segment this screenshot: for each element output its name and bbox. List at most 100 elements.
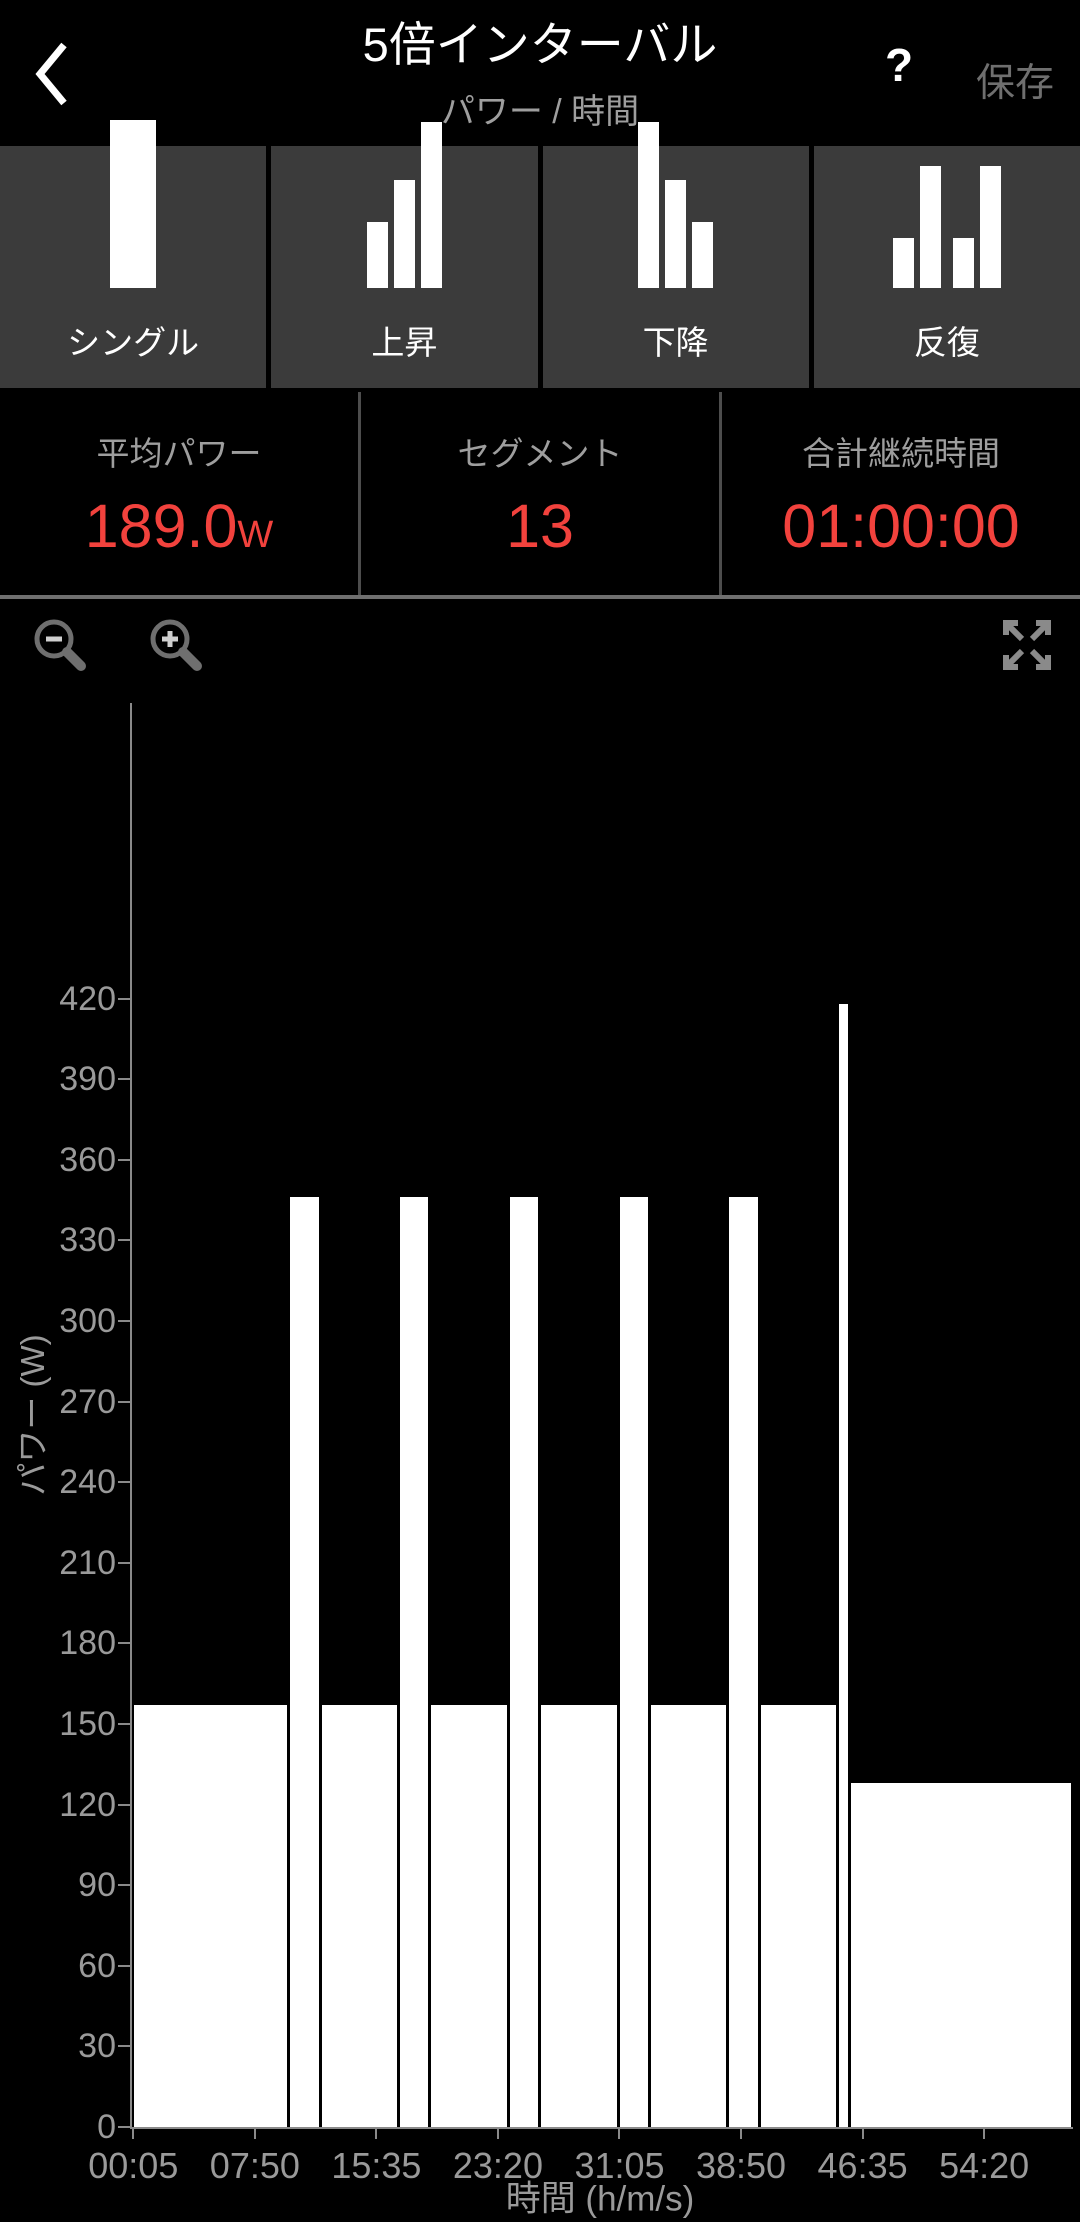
y-tick-label: 300 — [59, 1301, 116, 1340]
y-tick-mark — [118, 1400, 130, 1403]
y-tick-label: 120 — [59, 1785, 116, 1824]
segment-bar-9[interactable] — [651, 1705, 727, 2127]
segment-bar-11[interactable] — [760, 1705, 837, 2127]
segment-type-label: 反復 — [913, 324, 980, 361]
segment-type-label: 下降 — [642, 324, 709, 361]
expand-arrows-icon — [996, 620, 1058, 678]
segment-bar-1[interactable] — [133, 1705, 288, 2127]
y-tick-mark — [118, 1884, 130, 1887]
y-tick-label: 240 — [59, 1463, 116, 1502]
y-tick-label: 390 — [59, 1060, 116, 1099]
x-axis-title: 時間 (h/m/s) — [505, 2179, 695, 2219]
x-tick-label: 07:50 — [209, 2145, 300, 2186]
stat-value: 13 — [506, 491, 574, 560]
stat-label: セグメント — [457, 434, 623, 472]
workout-stats-row: 平均パワー 189.0W セグメント 13 合計継続時間 01:00:00 — [0, 392, 1080, 599]
x-tick-label: 54:20 — [939, 2145, 1030, 2186]
x-tick-label: 31:05 — [574, 2145, 665, 2186]
x-tick-mark — [740, 2129, 743, 2139]
y-tick-mark — [118, 1078, 130, 1081]
y-tick-mark — [118, 1239, 130, 1242]
x-tick-label: 46:35 — [817, 2145, 908, 2186]
save-button[interactable]: 保存 — [975, 62, 1054, 105]
descending-bars-icon — [638, 122, 714, 288]
segment-bar-13[interactable] — [851, 1783, 1072, 2127]
x-tick-label: 00:05 — [88, 2145, 179, 2186]
segment-bar-6[interactable] — [509, 1197, 539, 2127]
x-tick-mark — [618, 2129, 621, 2139]
segment-type-ascending-button[interactable]: 上昇 — [271, 122, 538, 388]
y-tick-label: 360 — [59, 1140, 116, 1179]
segment-bar-7[interactable] — [541, 1705, 617, 2127]
x-tick-label: 15:35 — [331, 2145, 422, 2186]
stat-value: 189.0W — [84, 491, 274, 560]
page-title: 5倍インターバル — [362, 18, 718, 71]
x-tick-mark — [253, 2129, 256, 2139]
y-tick-mark — [118, 1642, 130, 1645]
stat-unit: W — [237, 513, 274, 556]
segment-bar-2[interactable] — [290, 1197, 319, 2127]
y-tick-label: 90 — [78, 1866, 116, 1905]
y-tick-mark — [118, 1803, 130, 1806]
segment-bar-5[interactable] — [431, 1705, 507, 2127]
segment-bar-10[interactable] — [729, 1197, 758, 2127]
stat-average-power: 平均パワー 189.0W — [0, 392, 361, 595]
stat-label: 合計継続時間 — [802, 434, 1000, 472]
y-tick-label: 270 — [59, 1382, 116, 1421]
y-axis-title: パワー (W) — [14, 1334, 51, 1496]
y-tick-mark — [118, 1481, 130, 1484]
magnifier-plus-icon — [146, 619, 206, 680]
x-tick-mark — [375, 2129, 378, 2139]
x-tick-mark — [983, 2129, 986, 2139]
segment-type-descending-button[interactable]: 下降 — [542, 122, 809, 388]
y-tick-label: 150 — [59, 1704, 116, 1743]
y-tick-label: 30 — [78, 2027, 116, 2066]
y-tick-label: 330 — [59, 1221, 116, 1260]
x-tick-mark — [132, 2129, 135, 2139]
y-tick-mark — [118, 997, 130, 1000]
segment-bar-12[interactable] — [839, 1003, 848, 2127]
y-tick-mark — [118, 1722, 130, 1725]
y-tick-mark — [118, 1158, 130, 1161]
zoom-in-button[interactable] — [146, 616, 206, 681]
y-tick-mark — [118, 1319, 130, 1322]
y-tick-mark — [118, 2045, 130, 2048]
y-tick-label: 180 — [59, 1624, 116, 1663]
y-tick-mark — [118, 1964, 130, 1967]
y-tick-label: 0 — [97, 2108, 116, 2146]
magnifier-minus-icon — [30, 619, 90, 680]
repeat-bars-icon — [892, 146, 1001, 288]
help-button[interactable]: ? — [885, 39, 914, 91]
back-button[interactable] — [30, 40, 78, 112]
page-subtitle: パワー / 時間 — [440, 93, 640, 131]
segment-type-label: シングル — [67, 324, 200, 361]
stat-label: 平均パワー — [96, 434, 262, 472]
stat-value: 01:00:00 — [782, 491, 1020, 560]
segment-bar-8[interactable] — [619, 1197, 649, 2127]
power-time-chart: 0 30 60 90 120 150 180 210 240 270 300 330 360 390 420… — [59, 703, 1073, 2186]
segment-type-repeat-button[interactable]: 反復 — [813, 146, 1080, 388]
y-tick-mark — [118, 2126, 130, 2128]
segment-type-single-button[interactable]: シングル — [0, 120, 267, 388]
fullscreen-button[interactable] — [996, 616, 1058, 679]
segment-type-row: シングル 上昇 下降 反復 — [0, 120, 1080, 388]
back-chevron-icon — [30, 38, 74, 115]
y-tick-label: 210 — [59, 1543, 116, 1582]
segment-bar-4[interactable] — [400, 1197, 429, 2127]
stat-segments: セグメント 13 — [361, 392, 722, 595]
single-bar-icon — [110, 120, 157, 288]
header: 5倍インターバル パワー / 時間 ? 保存 — [0, 0, 1080, 146]
x-tick-label: 38:50 — [695, 2145, 787, 2186]
y-tick-label: 420 — [59, 979, 116, 1018]
segment-bar-3[interactable] — [321, 1705, 398, 2127]
zoom-out-button[interactable] — [30, 616, 90, 681]
y-tick-mark — [118, 1561, 130, 1564]
segment-type-label: 上昇 — [371, 324, 438, 361]
x-tick-mark — [861, 2129, 864, 2139]
ascending-bars-icon — [366, 122, 442, 288]
x-tick-mark — [496, 2129, 499, 2139]
x-tick-label: 23:20 — [452, 2145, 543, 2186]
y-tick-label: 60 — [78, 1946, 116, 1985]
stat-total-duration: 合計継続時間 01:00:00 — [722, 392, 1080, 595]
